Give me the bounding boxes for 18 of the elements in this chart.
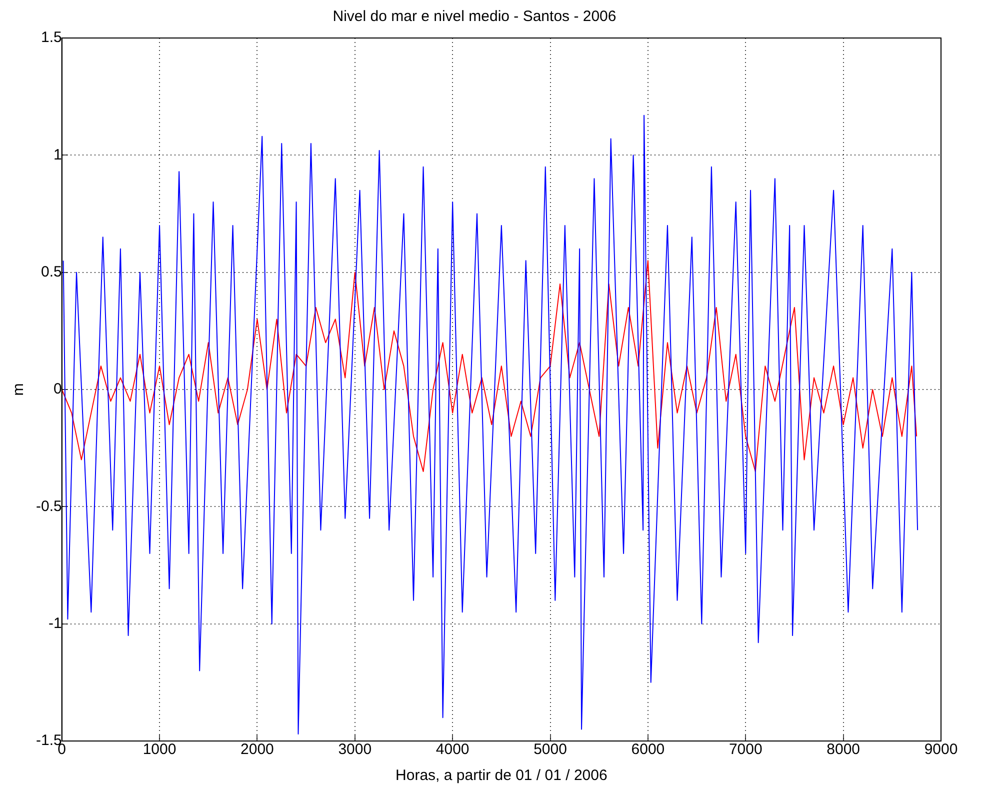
y-tick-label: 1 <box>54 146 62 164</box>
x-tick-label: 8000 <box>826 741 860 758</box>
x-tick-label: 3000 <box>338 741 372 758</box>
x-tick-label: 9000 <box>924 741 958 758</box>
chart-title: Nivel do mar e nivel medio - Santos - 2006 <box>332 8 616 26</box>
y-tick-label: -0.5 <box>36 498 62 515</box>
x-tick-label: 4000 <box>436 741 470 758</box>
x-tick-label: 2000 <box>240 741 274 758</box>
y-axis-title: m <box>10 383 28 396</box>
x-tick-label: 1000 <box>142 741 176 758</box>
x-tick-label: 7000 <box>728 741 762 758</box>
y-tick-label: 0 <box>54 380 62 398</box>
y-tick-label: 1.5 <box>40 29 62 46</box>
x-tick-label: 5000 <box>534 741 567 758</box>
x-tick-label: 6000 <box>631 741 665 758</box>
x-axis-title: Horas, a partir de 01 / 01 / 2006 <box>396 767 608 784</box>
y-tick-label: 0.5 <box>40 263 62 280</box>
y-tick-label: -1 <box>48 614 62 632</box>
